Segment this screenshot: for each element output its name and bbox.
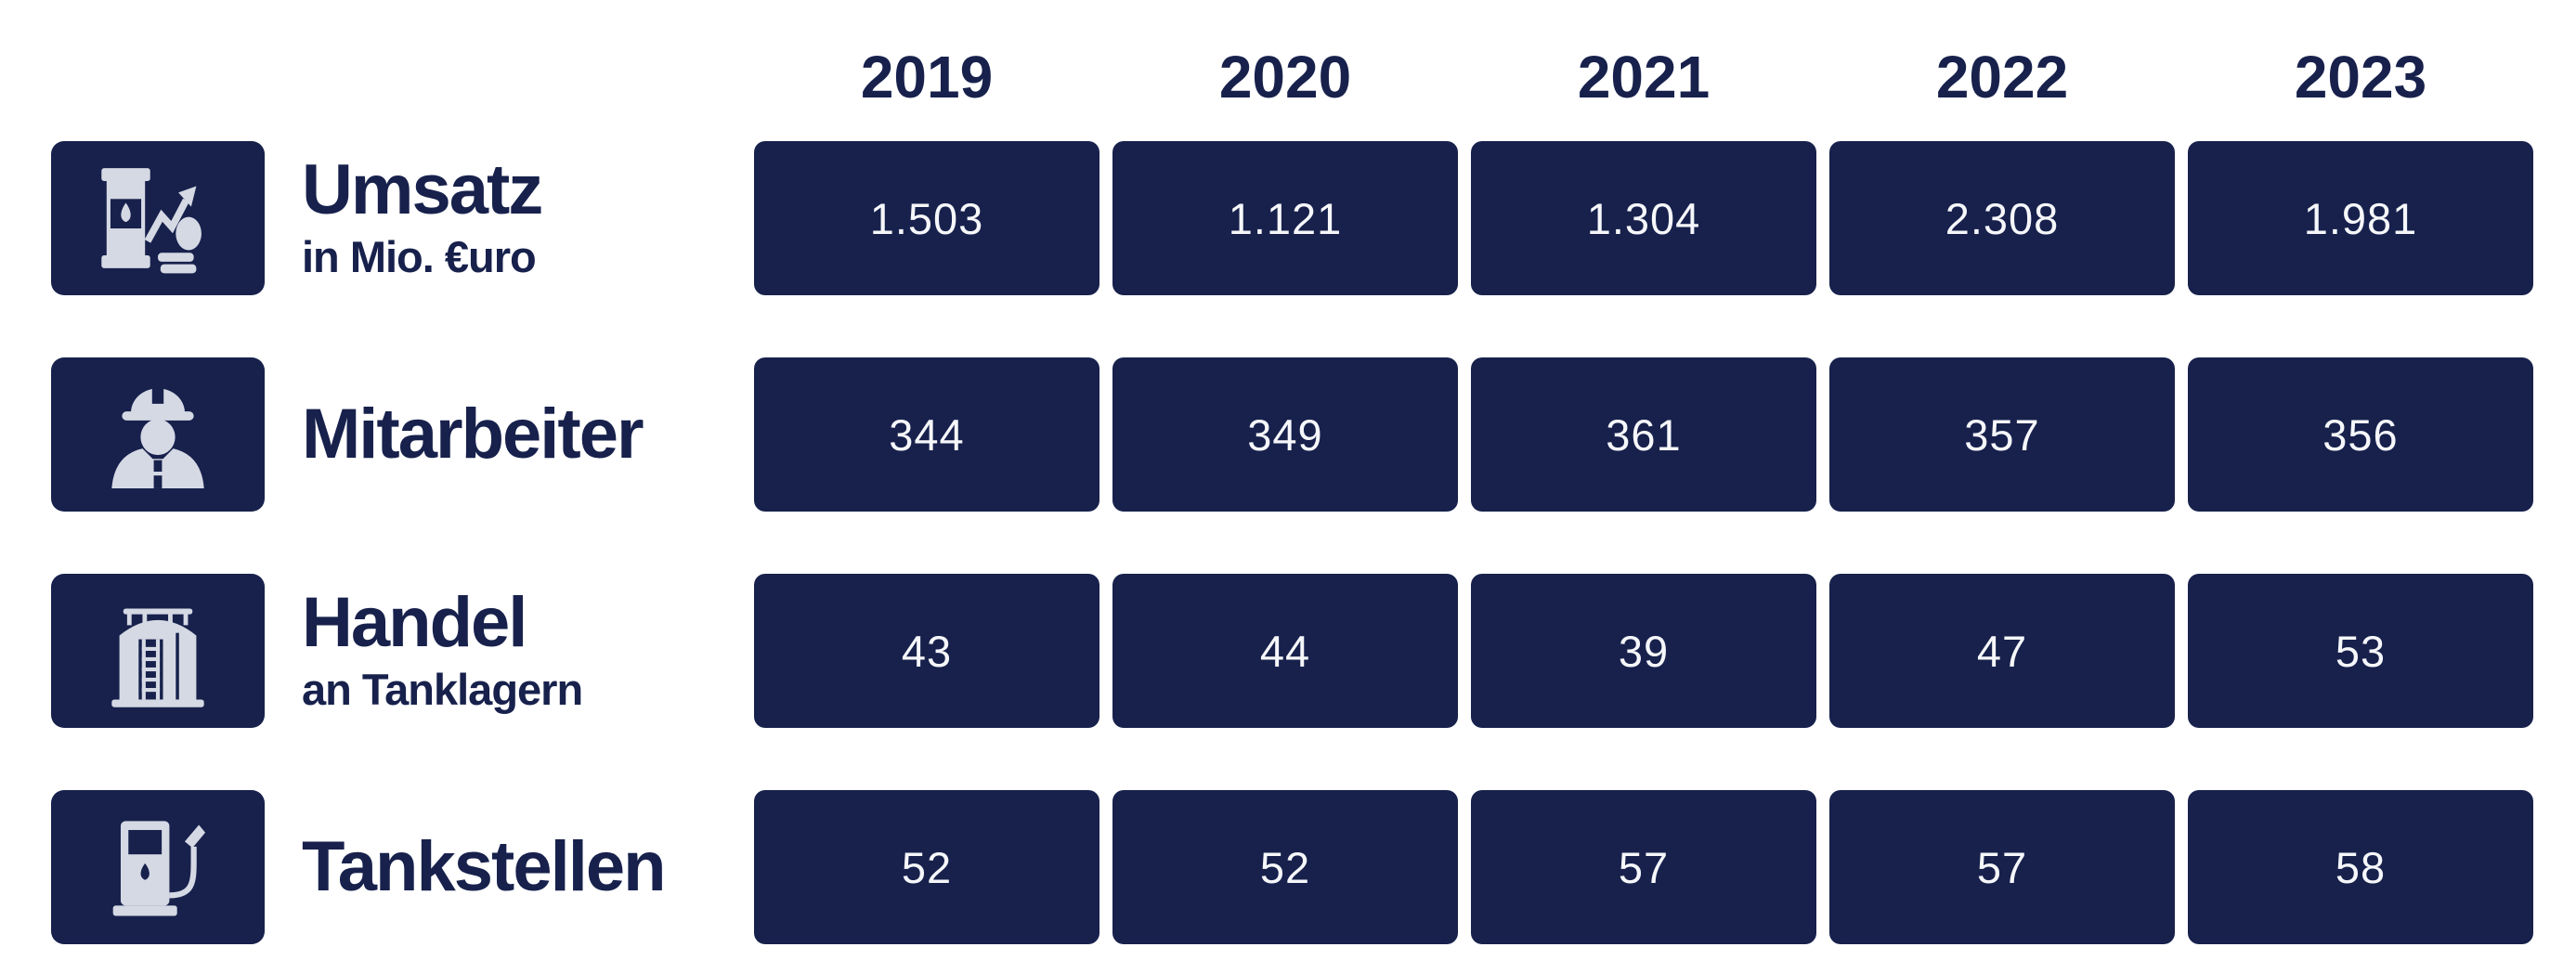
header-spacer-icon-col	[51, 28, 265, 79]
row-sublabel: an Tanklagern	[302, 665, 583, 715]
year-header-2020: 2020	[1218, 44, 1352, 110]
worker-icon	[111, 386, 204, 488]
row-handel-labels: Handel an Tanklagern	[278, 574, 741, 728]
row-label: Mitarbeiter	[302, 395, 644, 474]
row-mitarbeiter-iconbox	[51, 357, 265, 512]
cell-handel-2020: 44	[1112, 574, 1458, 728]
year-header-2022: 2022	[1935, 44, 2069, 110]
cell-mitarbeiter-2020: 349	[1112, 357, 1458, 512]
fuel-pump-icon	[112, 821, 206, 916]
cell-umsatz-2020: 1.121	[1112, 141, 1458, 295]
cell-umsatz-2022: 2.308	[1829, 141, 2175, 295]
cell-tankstellen-2020: 52	[1112, 790, 1458, 944]
cell-tankstellen-2019: 52	[754, 790, 1099, 944]
row-label: Tankstellen	[302, 827, 667, 907]
storage-tank-icon	[111, 608, 204, 707]
cell-tankstellen-2021: 57	[1471, 790, 1816, 944]
cell-mitarbeiter-2023: 356	[2188, 357, 2533, 512]
cell-mitarbeiter-2019: 344	[754, 357, 1099, 512]
cell-handel-2023: 53	[2188, 574, 2533, 728]
cell-tankstellen-2022: 57	[1829, 790, 2175, 944]
year-header-2019: 2019	[860, 44, 994, 110]
row-label: Handel	[302, 582, 527, 662]
cell-umsatz-2019: 1.503	[754, 141, 1099, 295]
row-mitarbeiter-labels: Mitarbeiter	[278, 357, 741, 512]
year-header-2023: 2023	[2294, 44, 2427, 110]
cell-mitarbeiter-2022: 357	[1829, 357, 2175, 512]
year-header-2021: 2021	[1577, 44, 1711, 110]
oil-barrel-growth-icon	[101, 168, 202, 274]
row-umsatz-iconbox	[51, 141, 265, 295]
row-tankstellen-iconbox	[51, 790, 265, 944]
row-handel-iconbox	[51, 574, 265, 728]
cell-handel-2022: 47	[1829, 574, 2175, 728]
row-sublabel: in Mio. €uro	[302, 232, 537, 282]
header-spacer-label-col	[278, 28, 741, 79]
cell-handel-2021: 39	[1471, 574, 1816, 728]
row-tankstellen-labels: Tankstellen	[278, 790, 741, 944]
cell-mitarbeiter-2021: 361	[1471, 357, 1816, 512]
cell-handel-2019: 43	[754, 574, 1099, 728]
row-label: Umsatz	[302, 149, 543, 229]
cell-tankstellen-2023: 58	[2188, 790, 2533, 944]
cell-umsatz-2021: 1.304	[1471, 141, 1816, 295]
row-umsatz-labels: Umsatz in Mio. €uro	[278, 141, 741, 295]
cell-umsatz-2023: 1.981	[2188, 141, 2533, 295]
